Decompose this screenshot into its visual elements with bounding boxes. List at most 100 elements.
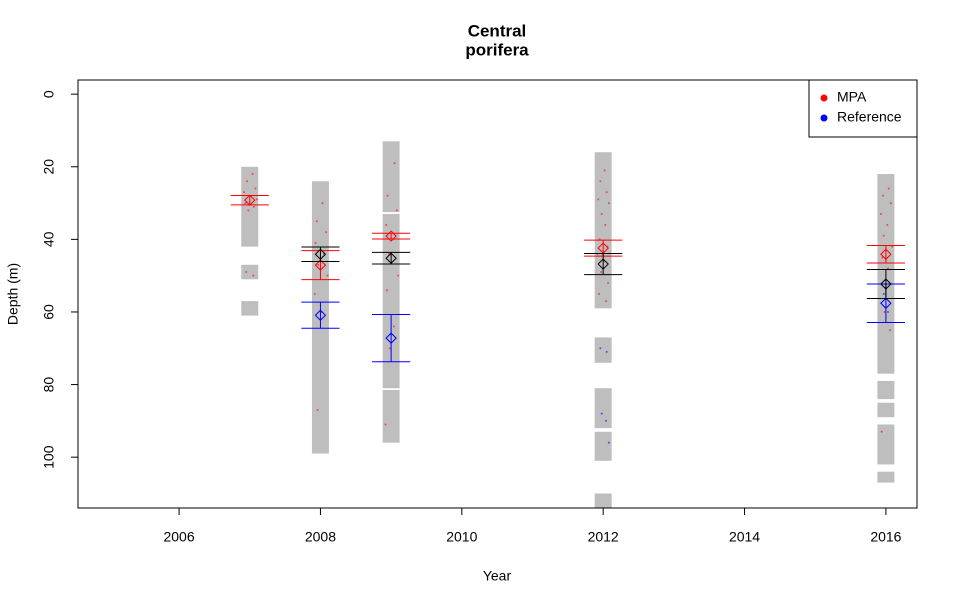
depth-point <box>600 271 603 274</box>
depth-point <box>315 220 318 223</box>
depth-point <box>247 209 250 212</box>
depth-point <box>386 194 389 197</box>
depth-point <box>321 202 324 205</box>
y-tick-label: 40 <box>41 231 57 247</box>
coverage-bar <box>877 380 895 400</box>
mean-marker <box>244 194 256 206</box>
y-axis-title: Depth (m) <box>5 263 21 325</box>
y-tick-label: 100 <box>41 445 57 469</box>
coverage-bar <box>382 390 400 443</box>
coverage-bar <box>241 166 259 247</box>
coverage-bar <box>594 431 612 461</box>
depth-point <box>395 209 398 212</box>
mean-marker <box>597 258 609 270</box>
y-tick-label: 20 <box>41 159 57 175</box>
mean-marker <box>385 230 397 242</box>
coverage-bar <box>877 424 895 465</box>
depth-point <box>316 408 319 411</box>
y-tick-label: 0 <box>41 90 57 98</box>
depth-point <box>314 241 317 244</box>
mean-marker <box>314 259 327 271</box>
x-tick-label: 2012 <box>588 529 619 545</box>
depth-point <box>607 281 610 284</box>
x-tick-label: 2010 <box>446 529 477 545</box>
x-tick-label: 2008 <box>305 529 336 545</box>
depth-point <box>889 202 892 205</box>
mean-marker <box>880 278 892 290</box>
depth-point <box>252 205 255 208</box>
coverage-bar <box>594 337 612 363</box>
depth-point <box>597 198 600 201</box>
depth-point <box>879 212 882 215</box>
depth-point <box>326 274 329 277</box>
depth-point <box>243 191 246 194</box>
depth-point <box>607 441 610 444</box>
depth-point <box>255 198 258 201</box>
mean-marker <box>385 332 397 344</box>
depth-point <box>889 329 892 332</box>
depth-point <box>882 292 885 295</box>
coverage-bar <box>382 141 400 213</box>
depth-point <box>251 173 254 176</box>
depth-point <box>597 292 600 295</box>
legend-box <box>808 79 918 138</box>
coverage-bar <box>241 264 259 280</box>
depth-point <box>385 223 388 226</box>
depth-point <box>599 347 602 350</box>
chart-title: Central <box>468 21 527 40</box>
coverage-bar <box>877 471 895 483</box>
x-tick-label: 2006 <box>163 529 194 545</box>
y-tick-label: 60 <box>41 304 57 320</box>
coverage-bar <box>594 493 612 508</box>
depth-point <box>397 274 400 277</box>
depth-point <box>254 187 257 190</box>
depth-point <box>605 191 608 194</box>
depth-point <box>245 180 248 183</box>
mean-marker <box>314 248 327 260</box>
x-axis-title: Year <box>483 568 512 584</box>
mean-marker <box>385 252 397 264</box>
depth-point <box>392 325 395 328</box>
depth-point <box>388 347 391 350</box>
legend-label: Reference <box>837 109 902 125</box>
depth-point <box>605 350 608 353</box>
legend-symbol <box>820 94 828 102</box>
depth-point <box>603 169 606 172</box>
plot-frame <box>77 79 918 509</box>
depth-point <box>604 223 607 226</box>
y-tick-label: 80 <box>41 377 57 393</box>
depth-point <box>604 419 607 422</box>
depth-point <box>252 274 255 277</box>
mean-marker <box>880 248 892 260</box>
depth-point <box>385 289 388 292</box>
coverage-bar <box>594 152 612 309</box>
depth-point <box>882 234 885 237</box>
depth-point <box>883 310 886 313</box>
depth-point <box>599 180 602 183</box>
mean-marker <box>314 309 327 321</box>
coverage-bar <box>594 388 612 429</box>
chart-subtitle: porifera <box>465 40 529 59</box>
legend-symbol <box>820 114 828 122</box>
depth-point <box>393 162 396 165</box>
depth-point <box>882 194 885 197</box>
depth-point <box>607 202 610 205</box>
depth-point <box>886 223 889 226</box>
depth-point <box>325 231 328 234</box>
depth-point <box>384 423 387 426</box>
coverage-bar <box>877 402 895 418</box>
depth-point <box>600 212 603 215</box>
depth-point <box>887 310 890 313</box>
legend-label: MPA <box>837 89 867 105</box>
depth-point <box>887 187 890 190</box>
mean-marker <box>880 297 892 309</box>
depth-point <box>244 202 247 205</box>
depth-point <box>880 430 883 433</box>
depth-point <box>313 292 316 295</box>
depth-point <box>604 300 607 303</box>
depth-point <box>245 271 248 274</box>
x-tick-label: 2014 <box>729 529 760 545</box>
depth-point <box>881 256 884 259</box>
depth-point <box>317 263 320 266</box>
